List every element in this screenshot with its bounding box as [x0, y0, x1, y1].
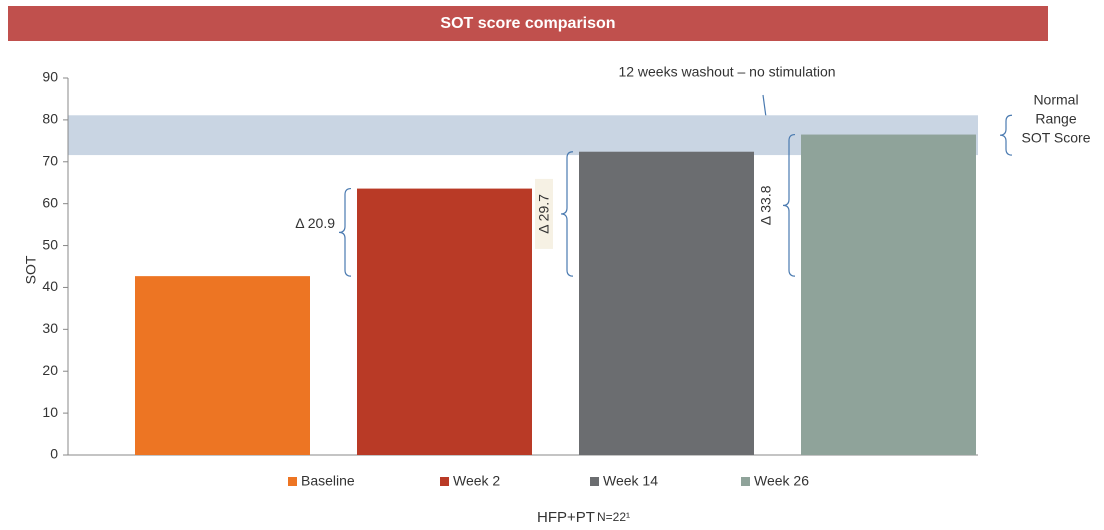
y-tick-label: 0	[50, 446, 58, 462]
normal-range-label: Normal	[1033, 92, 1078, 108]
y-axis-label: SOT	[23, 255, 39, 284]
legend-swatch	[288, 477, 297, 486]
normal-range-label: SOT Score	[1022, 130, 1091, 146]
y-tick-label: 60	[42, 194, 58, 210]
legend-swatch	[590, 477, 599, 486]
y-tick-label: 20	[42, 362, 58, 378]
y-tick-label: 70	[42, 152, 58, 168]
legend-label: Week 26	[754, 473, 809, 489]
annotation: 12 weeks washout – no stimulation	[618, 64, 835, 80]
legend-label: Week 2	[453, 473, 500, 489]
delta-brace	[338, 187, 352, 277]
title-banner	[8, 6, 1048, 41]
x-axis-label: HFP+PT	[537, 509, 595, 526]
bar	[801, 134, 976, 456]
bar	[579, 151, 754, 456]
legend-swatch	[741, 477, 750, 486]
y-tick-label: 80	[42, 111, 58, 127]
normal-range-brace	[999, 114, 1013, 156]
delta-label: Δ 20.9	[295, 215, 335, 231]
legend-label: Week 14	[603, 473, 658, 489]
y-tick-label: 50	[42, 236, 58, 252]
bar	[135, 276, 310, 455]
y-tick-label: 30	[42, 320, 58, 336]
legend-label: Baseline	[301, 473, 355, 489]
normal-range-label: Range	[1035, 111, 1076, 127]
delta-label-bg	[535, 178, 553, 249]
delta-label: Δ 29.7	[536, 194, 552, 234]
delta-label: Δ 33.8	[758, 185, 774, 225]
y-tick-label: 10	[42, 404, 58, 420]
delta-brace	[782, 133, 796, 277]
y-tick-label: 40	[42, 278, 58, 294]
bar	[357, 188, 532, 455]
legend-swatch	[440, 477, 449, 486]
chart-title: SOT score comparison	[440, 15, 615, 32]
footnote: N=22¹	[597, 510, 630, 524]
delta-brace	[560, 151, 574, 277]
y-tick-label: 90	[42, 69, 58, 85]
